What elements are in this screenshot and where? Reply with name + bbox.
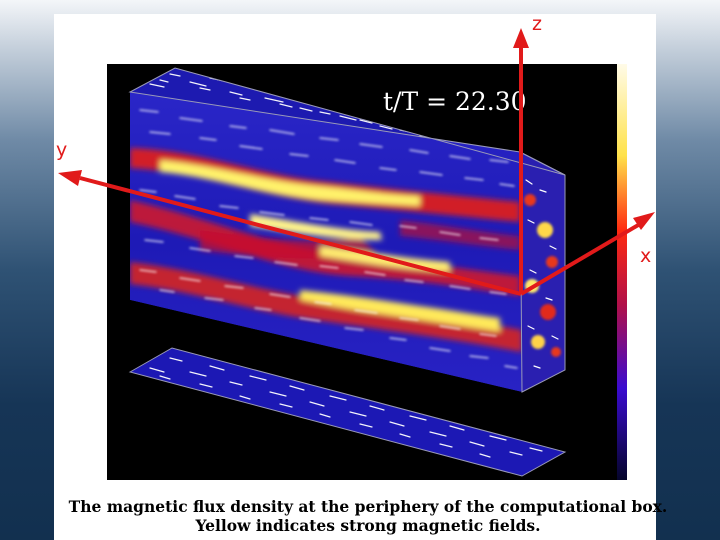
caption-line-2: Yellow indicates strong magnetic fields.	[195, 516, 541, 535]
x-arrowhead	[633, 212, 655, 230]
z-arrowhead	[513, 28, 529, 48]
x-axis-arrow	[519, 222, 642, 296]
bottom-slab	[130, 348, 565, 476]
figure-caption: The magnetic flux density at the periphe…	[60, 497, 676, 535]
axis-arrows	[58, 28, 655, 296]
box-side-face	[520, 152, 565, 392]
colorbar	[617, 64, 627, 480]
box-outline	[128, 67, 567, 477]
y-axis-arrow	[79, 176, 522, 296]
caption-line-1: The magnetic flux density at the periphe…	[68, 497, 668, 516]
y-axis-label: y	[56, 139, 67, 161]
y-arrowhead	[58, 170, 82, 186]
x-axis-label: x	[640, 245, 651, 267]
time-label: t/T = 22.30	[383, 87, 527, 116]
z-axis-label: z	[532, 13, 542, 35]
